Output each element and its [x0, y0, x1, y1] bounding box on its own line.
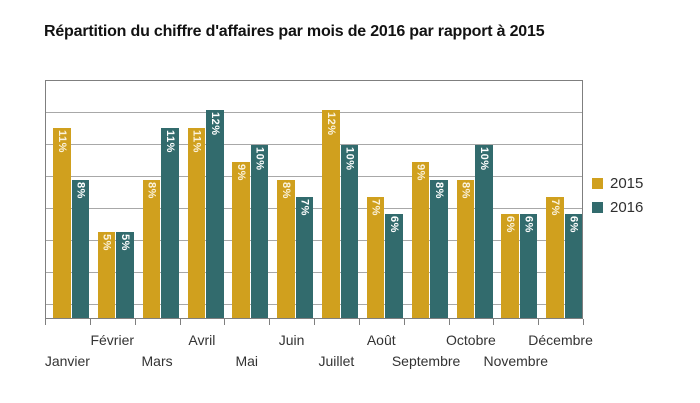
x-axis-tick [449, 319, 450, 325]
legend-label-2015: 2015 [610, 175, 644, 192]
bar-value-label-2015-fevrier: 5% [100, 233, 113, 251]
bar-2016-mars: 11% [161, 127, 179, 318]
x-axis-label-novembre: Novembre [483, 353, 549, 369]
legend-swatch-2015 [592, 178, 603, 189]
bar-2015-septembre: 9% [411, 162, 430, 318]
bar-2016-novembre: 6% [519, 214, 538, 318]
x-axis-tick [493, 319, 494, 325]
x-axis-label-janvier: Janvier [44, 353, 90, 369]
bar-2015-decembre: 7% [546, 196, 564, 318]
bar-2015-avril: 11% [187, 127, 205, 318]
gridline [46, 176, 582, 177]
bar-2015-aout: 7% [366, 196, 385, 318]
bar-value-label-2015-avril: 11% [190, 129, 203, 153]
x-axis-label-mai: Mai [235, 353, 259, 369]
bar-value-label-2015-janvier: 11% [55, 129, 68, 153]
bar-2015-fevrier: 5% [97, 231, 116, 318]
gridline [46, 304, 582, 305]
bar-value-label-2016-octobre: 10% [477, 147, 490, 171]
bar-value-label-2016-avril: 12% [208, 112, 221, 136]
x-axis-tick [359, 319, 360, 325]
bar-2015-octobre: 8% [456, 179, 474, 318]
legend-label-2016: 2016 [610, 199, 644, 216]
x-axis-label-juin: Juin [278, 332, 305, 348]
bar-value-label-2015-novembre: 6% [504, 216, 517, 234]
x-axis-tick [583, 319, 584, 325]
bar-2016-janvier: 8% [71, 179, 89, 318]
x-axis-tick [224, 319, 225, 325]
x-axis-label-octobre: Octobre [446, 332, 496, 348]
bar-value-label-2016-mars: 11% [163, 129, 176, 153]
x-axis-label-aout: Août [366, 332, 396, 348]
bar-2016-septembre: 8% [430, 179, 448, 318]
x-axis-tick [90, 319, 91, 325]
bar-2016-juin: 7% [295, 196, 314, 318]
bar-2016-avril: 12% [206, 110, 224, 318]
bar-2015-juillet: 12% [322, 110, 340, 318]
bar-2016-aout: 6% [385, 214, 403, 318]
bar-value-label-2016-aout: 6% [388, 216, 401, 234]
bar-value-label-2015-septembre: 9% [414, 164, 427, 182]
bar-2015-mai: 9% [232, 162, 250, 318]
x-axis-label-decembre: Décembre [528, 332, 593, 348]
x-axis-tick [180, 319, 181, 325]
bar-2016-mai: 10% [250, 145, 269, 318]
bar-value-label-2016-decembre: 6% [567, 216, 580, 234]
gridline [46, 240, 582, 241]
x-axis-label-septembre: Septembre [391, 353, 461, 369]
x-axis-label-fevrier: Février [90, 332, 135, 348]
bar-value-label-2016-mai: 10% [253, 147, 266, 171]
gridline [46, 272, 582, 273]
x-axis-tick [269, 319, 270, 325]
bar-value-label-2015-octobre: 8% [459, 181, 472, 199]
bar-value-label-2016-fevrier: 5% [119, 233, 132, 251]
bar-2016-decembre: 6% [564, 214, 583, 318]
bar-value-label-2015-mai: 9% [235, 164, 248, 182]
legend-item-2015: 2015 [592, 176, 643, 191]
chart-title: Répartition du chiffre d'affaires par mo… [44, 23, 545, 40]
bar-value-label-2015-mars: 8% [145, 181, 158, 199]
bar-2016-juillet: 10% [340, 145, 358, 318]
bar-2015-janvier: 11% [53, 127, 71, 318]
plot-area: 11% 8% 5% 5% 8% 11% 11% 12% 9% 10% 8% 7% 12% 10% 7% 6% 9… [45, 80, 583, 319]
x-axis-tick [45, 319, 46, 325]
bar-value-label-2016-novembre: 6% [522, 216, 535, 234]
bar-value-label-2016-septembre: 8% [432, 181, 445, 199]
gridline [46, 208, 582, 209]
x-axis-tick [314, 319, 315, 325]
x-axis-label-mars: Mars [141, 353, 173, 369]
bar-value-label-2015-decembre: 7% [548, 198, 561, 216]
bar-value-label-2016-juin: 7% [298, 198, 311, 216]
bar-2015-novembre: 6% [501, 214, 519, 318]
bar-value-label-2016-janvier: 8% [74, 181, 87, 199]
legend: 2015 2016 [592, 176, 643, 224]
gridline [46, 144, 582, 145]
bar-2016-fevrier: 5% [116, 231, 134, 318]
bar-2015-juin: 8% [277, 179, 295, 318]
legend-item-2016: 2016 [592, 200, 643, 215]
x-axis-tick [135, 319, 136, 325]
bar-value-label-2015-juin: 8% [279, 181, 292, 199]
bar-value-label-2015-aout: 7% [369, 198, 382, 216]
x-axis-label-avril: Avril [188, 332, 216, 348]
bar-value-label-2015-juillet: 12% [324, 112, 337, 136]
bar-2015-mars: 8% [142, 179, 161, 318]
gridline [46, 112, 582, 113]
x-axis-label-juillet: Juillet [318, 353, 355, 369]
bar-2016-octobre: 10% [475, 145, 493, 318]
legend-swatch-2016 [592, 202, 603, 213]
x-axis-tick [404, 319, 405, 325]
x-axis-tick [538, 319, 539, 325]
bar-value-label-2016-juillet: 10% [343, 147, 356, 171]
